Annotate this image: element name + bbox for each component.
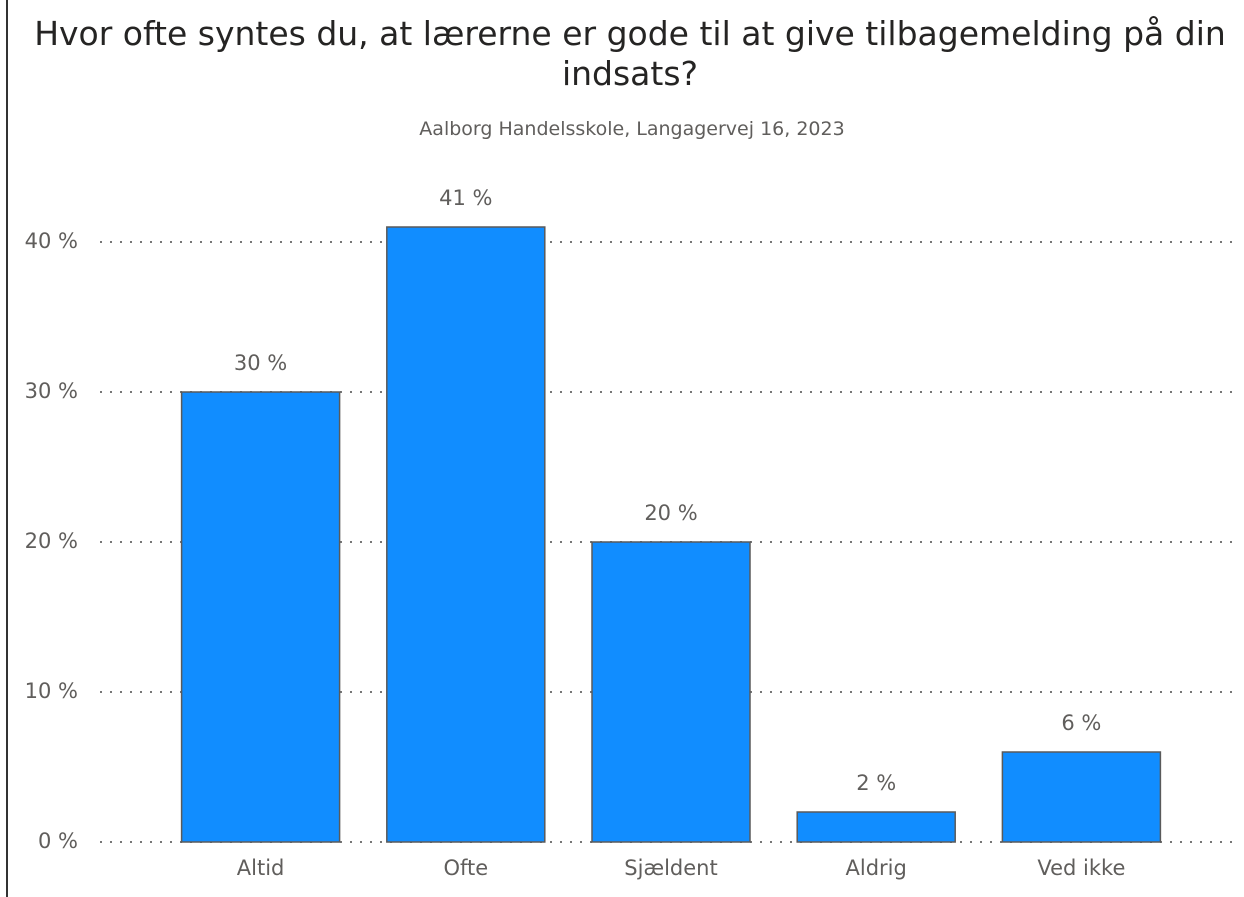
data-label: 30 % [234, 351, 287, 375]
bar [386, 226, 546, 843]
data-label: 6 % [1061, 711, 1101, 735]
x-tick-label: Aldrig [846, 856, 907, 880]
bar [591, 541, 751, 843]
bar [796, 811, 956, 843]
data-label: 2 % [856, 771, 896, 795]
y-tick-label: 10 % [25, 679, 78, 703]
data-label: 20 % [644, 501, 697, 525]
data-label: 41 % [439, 186, 492, 210]
bar [180, 391, 341, 843]
x-tick-label: Altid [237, 856, 285, 880]
x-tick-label: Sjældent [624, 856, 717, 880]
y-tick-label: 20 % [25, 529, 78, 553]
bar [1001, 751, 1162, 843]
x-tick-label: Ofte [443, 856, 488, 880]
chart-title: Hvor ofte syntes du, at lærerne er gode … [34, 14, 1226, 93]
x-tick-label: Ved ikke [1037, 856, 1125, 880]
y-tick-label: 30 % [25, 379, 78, 403]
y-tick-label: 0 % [38, 829, 78, 853]
chart-subtitle: Aalborg Handelsskole, Langagervej 16, 20… [419, 118, 845, 140]
y-tick-label: 40 % [25, 229, 78, 253]
